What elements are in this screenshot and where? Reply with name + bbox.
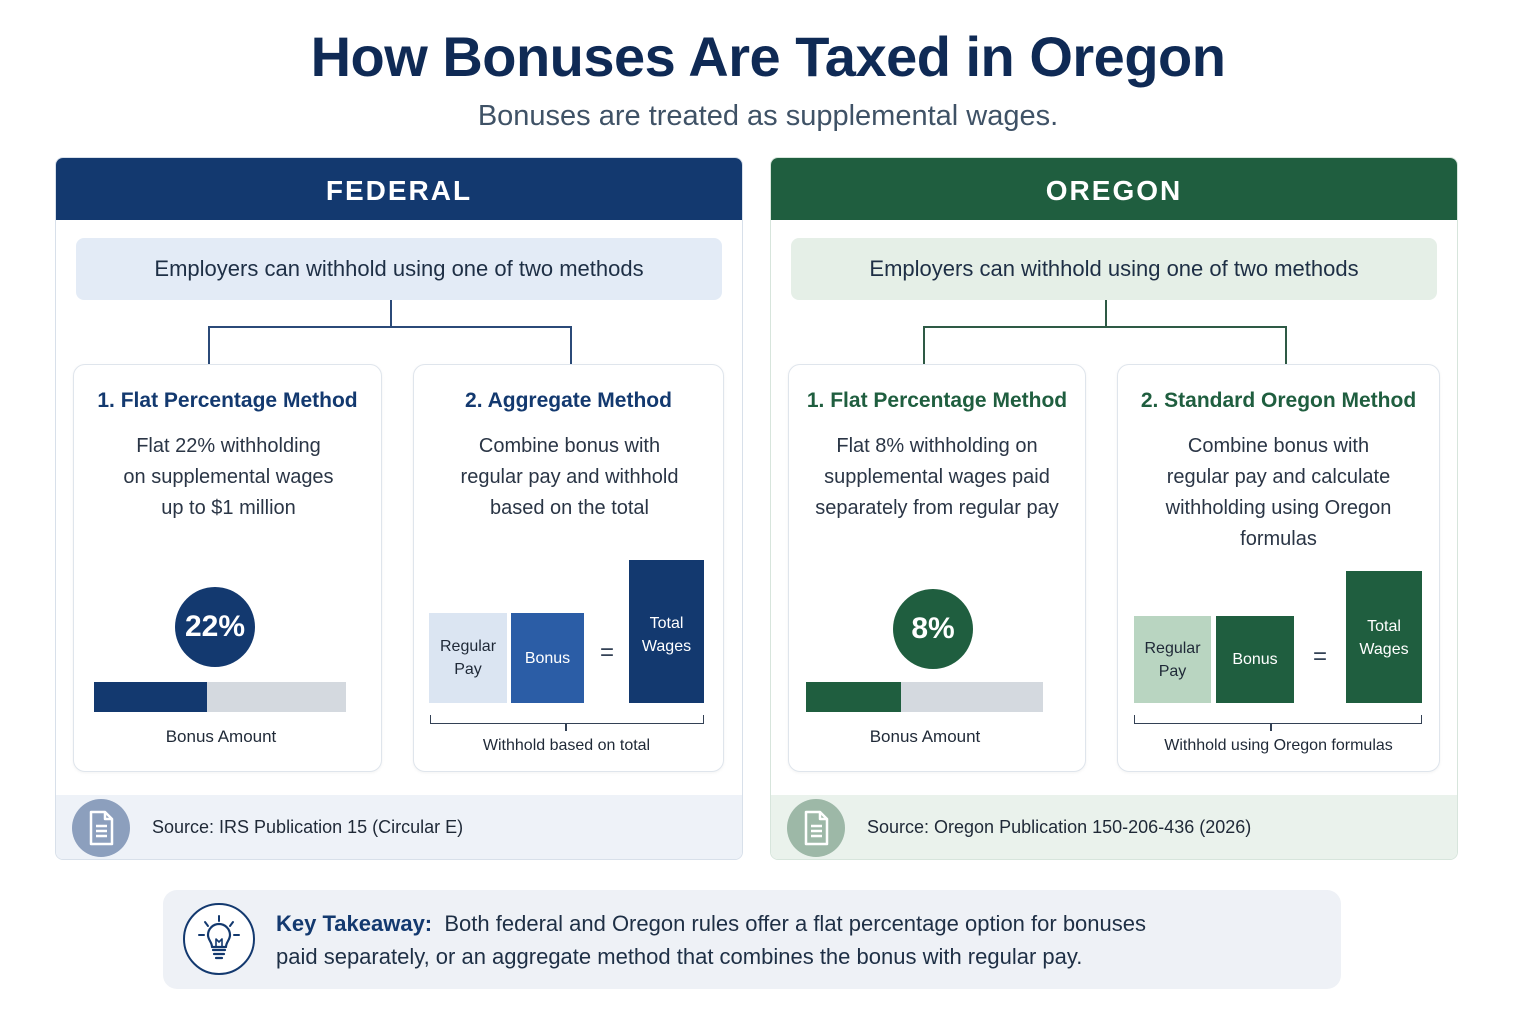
federal-source-text: Source: IRS Publication 15 (Circular E) — [152, 817, 464, 837]
desc-line: Flat 22% withholding — [136, 435, 321, 457]
federal-connector-right — [570, 326, 572, 364]
oregon-bonus-bar-fill — [806, 682, 901, 712]
document-icon — [72, 799, 130, 857]
federal-bonus-bar-fill — [94, 682, 208, 712]
federal-flat-method-card: 1. Flat Percentage Method Flat 22% withh… — [73, 364, 382, 772]
oregon-flat-method-title: 1. Flat Percentage Method — [806, 389, 1068, 412]
federal-flat-method-desc: Flat 22% withholding on supplemental wag… — [92, 431, 365, 524]
key-takeaway-box: Key Takeaway: Both federal and Oregon ru… — [163, 890, 1341, 989]
federal-bracket-label: Withhold based on total — [482, 737, 651, 754]
oregon-header: OREGON — [771, 158, 1457, 220]
federal-panel: FEDERAL Employers can withhold using one… — [55, 157, 743, 860]
federal-bonus-bar — [94, 682, 346, 712]
takeaway-line-1: Key Takeaway: Both federal and Oregon ru… — [276, 907, 1316, 940]
oregon-standard-method-title: 2. Standard Oregon Method — [1140, 389, 1417, 412]
desc-line: regular pay and withhold — [460, 466, 679, 488]
desc-line: regular pay and calculate — [1166, 466, 1391, 488]
regular-pay-block: Regular Pay — [1134, 616, 1211, 703]
oregon-connector-bar — [923, 326, 1287, 328]
desc-line: up to $1 million — [161, 497, 296, 519]
federal-aggregate-method-title: 2. Aggregate Method — [465, 389, 672, 412]
bonus-block: Bonus — [1216, 616, 1294, 703]
federal-rate-badge: 22% — [175, 587, 255, 667]
desc-line: based on the total — [489, 497, 649, 519]
federal-connector-left — [208, 326, 210, 364]
federal-source-bar: Source: IRS Publication 15 (Circular E) — [56, 795, 742, 859]
page-subtitle: Bonuses are treated as supplemental wage… — [477, 100, 1059, 132]
bracket-tick — [565, 723, 567, 731]
desc-line: supplemental wages paid — [824, 466, 1050, 488]
desc-line: Flat 8% withholding on — [836, 435, 1038, 457]
oregon-intro: Employers can withhold using one of two … — [791, 238, 1437, 300]
desc-line: Combine bonus with — [1187, 435, 1370, 457]
oregon-rate-badge: 8% — [893, 589, 973, 669]
federal-flat-method-title: 1. Flat Percentage Method — [97, 389, 358, 412]
federal-connector-stem — [390, 300, 392, 327]
total-bracket — [1134, 715, 1422, 724]
federal-connector-bar — [208, 326, 572, 328]
federal-aggregate-method-card: 2. Aggregate Method Combine bonus with r… — [413, 364, 724, 772]
takeaway-label: Key Takeaway: — [276, 911, 433, 936]
oregon-bracket-label: Withhold using Oregon formulas — [1164, 737, 1393, 754]
equals-sign: = — [599, 639, 614, 666]
desc-line: formulas — [1240, 528, 1317, 550]
total-wages-block: Total Wages — [1346, 571, 1422, 703]
desc-line: separately from regular pay — [815, 497, 1059, 519]
desc-line: Combine bonus with — [478, 435, 661, 457]
oregon-source-bar: Source: Oregon Publication 150-206-436 (… — [771, 795, 1457, 859]
takeaway-line-1-text: Both federal and Oregon rules offer a fl… — [444, 911, 1146, 936]
bonus-block: Bonus — [511, 613, 584, 703]
desc-line: withholding using Oregon — [1165, 497, 1392, 519]
oregon-connector-stem — [1105, 300, 1107, 327]
key-takeaway-text: Key Takeaway: Both federal and Oregon ru… — [276, 907, 1316, 973]
federal-header: FEDERAL — [56, 158, 742, 220]
desc-line: on supplemental wages — [123, 466, 334, 488]
oregon-flat-method-card: 1. Flat Percentage Method Flat 8% withho… — [788, 364, 1086, 772]
oregon-standard-method-card: 2. Standard Oregon Method Combine bonus … — [1117, 364, 1440, 772]
takeaway-line-2: paid separately, or an aggregate method … — [276, 944, 1083, 969]
oregon-source-text: Source: Oregon Publication 150-206-436 (… — [867, 817, 1252, 837]
equals-sign: = — [1312, 643, 1327, 670]
total-bracket — [430, 715, 704, 724]
oregon-bar-label: Bonus Amount — [869, 727, 981, 746]
federal-aggregate-method-desc: Combine bonus with regular pay and withh… — [432, 431, 707, 524]
lightbulb-icon — [183, 903, 255, 975]
oregon-connector-right — [1285, 326, 1287, 364]
federal-bar-label: Bonus Amount — [165, 727, 277, 746]
oregon-connector-left — [923, 326, 925, 364]
total-wages-block: Total Wages — [629, 560, 704, 703]
regular-pay-block: Regular Pay — [429, 613, 507, 703]
oregon-standard-method-desc: Combine bonus with regular pay and calcu… — [1136, 431, 1421, 555]
bracket-tick — [1270, 723, 1272, 731]
oregon-bonus-bar — [806, 682, 1043, 712]
oregon-panel: OREGON Employers can withhold using one … — [770, 157, 1458, 860]
federal-intro: Employers can withhold using one of two … — [76, 238, 722, 300]
document-icon — [787, 799, 845, 857]
page-title: How Bonuses Are Taxed in Oregon — [310, 25, 1226, 88]
oregon-flat-method-desc: Flat 8% withholding on supplemental wage… — [797, 431, 1077, 524]
